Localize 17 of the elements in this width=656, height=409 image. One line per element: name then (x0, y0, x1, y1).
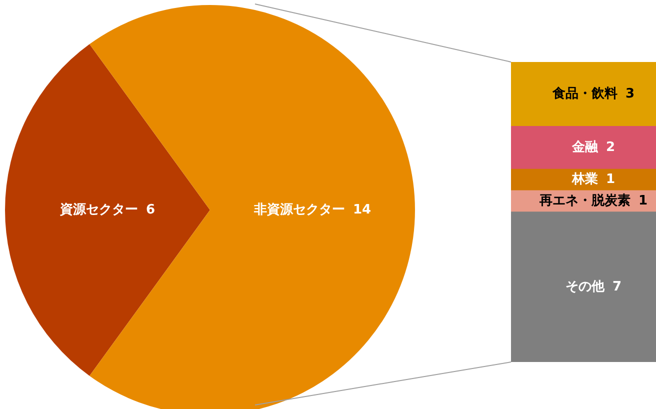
data-label: 6 (146, 202, 156, 218)
bar (511, 62, 656, 127)
data-label: 2 (606, 140, 616, 156)
data-label: 1 (606, 172, 616, 188)
series-label: 金融 (570, 140, 599, 156)
slice-label: 資源セクター (58, 202, 138, 218)
data-label: 1 (638, 194, 648, 209)
series-label: 再エネ・脱炭素 (538, 192, 630, 209)
series-label: その他 (565, 279, 606, 294)
data-label: 3 (625, 86, 635, 102)
series-label: 食品・飲料 (551, 86, 618, 102)
bar (511, 126, 656, 170)
bar (511, 212, 656, 362)
data-label: 14 (352, 202, 372, 218)
slice-label: 非資源セクター (252, 202, 345, 218)
series-label: 林業 (570, 172, 598, 188)
data-label: 7 (612, 279, 622, 294)
